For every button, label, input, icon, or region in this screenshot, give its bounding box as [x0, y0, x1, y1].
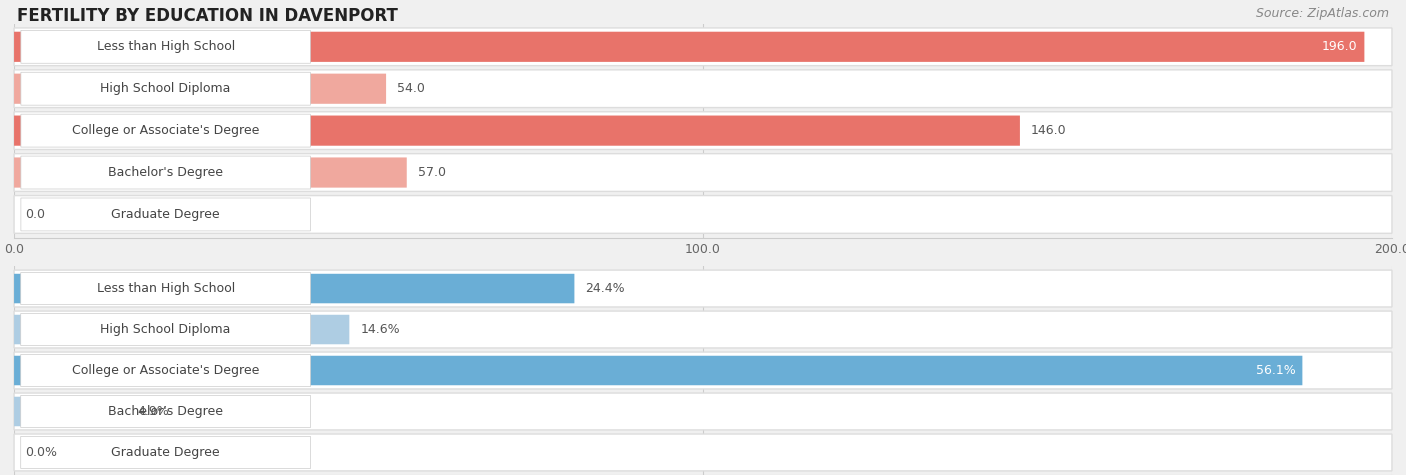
Text: 146.0: 146.0: [1031, 124, 1067, 137]
FancyBboxPatch shape: [14, 196, 1392, 233]
FancyBboxPatch shape: [21, 72, 311, 105]
Text: College or Associate's Degree: College or Associate's Degree: [72, 124, 259, 137]
FancyBboxPatch shape: [14, 32, 1364, 62]
Text: Less than High School: Less than High School: [97, 40, 235, 53]
Text: Graduate Degree: Graduate Degree: [111, 208, 219, 221]
Text: 0.0%: 0.0%: [25, 446, 58, 459]
FancyBboxPatch shape: [14, 115, 1019, 146]
FancyBboxPatch shape: [21, 30, 311, 63]
Text: 196.0: 196.0: [1322, 40, 1358, 53]
Text: 56.1%: 56.1%: [1256, 364, 1295, 377]
FancyBboxPatch shape: [14, 154, 1392, 191]
Text: 14.6%: 14.6%: [360, 323, 399, 336]
Text: Source: ZipAtlas.com: Source: ZipAtlas.com: [1256, 7, 1389, 20]
Text: College or Associate's Degree: College or Associate's Degree: [72, 364, 259, 377]
Text: High School Diploma: High School Diploma: [100, 323, 231, 336]
FancyBboxPatch shape: [14, 274, 575, 304]
FancyBboxPatch shape: [14, 74, 387, 104]
FancyBboxPatch shape: [14, 393, 1392, 430]
Text: 0.0: 0.0: [25, 208, 45, 221]
FancyBboxPatch shape: [14, 28, 1392, 66]
FancyBboxPatch shape: [21, 273, 311, 304]
Text: Bachelor's Degree: Bachelor's Degree: [108, 166, 224, 179]
FancyBboxPatch shape: [14, 311, 1392, 348]
FancyBboxPatch shape: [21, 114, 311, 147]
FancyBboxPatch shape: [14, 315, 349, 344]
FancyBboxPatch shape: [21, 395, 311, 428]
Text: 4.9%: 4.9%: [138, 405, 169, 418]
Text: Graduate Degree: Graduate Degree: [111, 446, 219, 459]
FancyBboxPatch shape: [21, 156, 311, 189]
FancyBboxPatch shape: [14, 70, 1392, 107]
FancyBboxPatch shape: [14, 434, 1392, 471]
Text: High School Diploma: High School Diploma: [100, 82, 231, 95]
Text: 24.4%: 24.4%: [585, 282, 626, 295]
Text: Less than High School: Less than High School: [97, 282, 235, 295]
Text: 57.0: 57.0: [418, 166, 446, 179]
FancyBboxPatch shape: [14, 157, 406, 188]
FancyBboxPatch shape: [14, 397, 127, 426]
FancyBboxPatch shape: [21, 437, 311, 468]
FancyBboxPatch shape: [21, 314, 311, 346]
FancyBboxPatch shape: [14, 112, 1392, 150]
Text: FERTILITY BY EDUCATION IN DAVENPORT: FERTILITY BY EDUCATION IN DAVENPORT: [17, 7, 398, 25]
FancyBboxPatch shape: [14, 270, 1392, 307]
FancyBboxPatch shape: [14, 356, 1302, 385]
FancyBboxPatch shape: [21, 198, 311, 231]
FancyBboxPatch shape: [21, 354, 311, 387]
FancyBboxPatch shape: [14, 352, 1392, 389]
Text: 54.0: 54.0: [396, 82, 425, 95]
Text: Bachelor's Degree: Bachelor's Degree: [108, 405, 224, 418]
